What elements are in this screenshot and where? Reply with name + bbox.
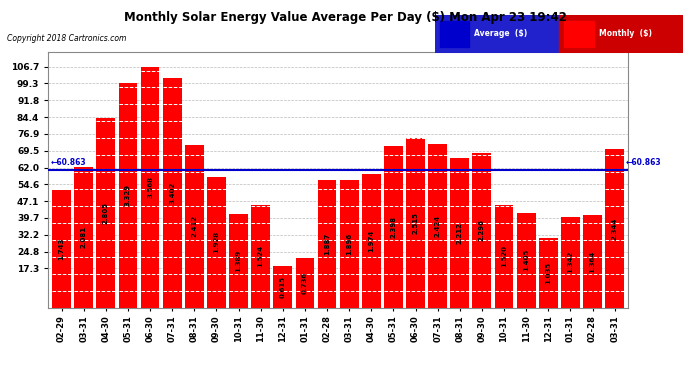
Text: 0.615: 0.615	[279, 276, 286, 298]
Text: Average  ($): Average ($)	[475, 29, 528, 38]
Text: 1.743: 1.743	[59, 237, 65, 260]
Text: 2.412: 2.412	[191, 215, 197, 237]
Text: 1.389: 1.389	[235, 249, 242, 272]
Text: 1.524: 1.524	[257, 245, 264, 267]
Bar	[559, 15, 683, 52]
Text: 2.805: 2.805	[103, 202, 109, 224]
Bar	[97, 118, 115, 308]
Bar	[273, 266, 292, 308]
Text: 1.974: 1.974	[368, 230, 374, 252]
Text: Monthly  ($): Monthly ($)	[599, 29, 651, 38]
Bar	[495, 205, 513, 308]
Bar	[473, 153, 491, 308]
Text: 1.520: 1.520	[501, 245, 507, 267]
Text: 2.212: 2.212	[457, 222, 463, 244]
Bar	[561, 217, 580, 308]
Text: 0.736: 0.736	[302, 272, 308, 294]
Text: 2.424: 2.424	[435, 214, 441, 237]
Bar	[75, 167, 93, 308]
Text: 2.515: 2.515	[413, 211, 419, 234]
Bar	[605, 149, 624, 308]
Text: 1.364: 1.364	[589, 251, 595, 273]
Text: 2.398: 2.398	[391, 216, 397, 238]
Bar	[207, 177, 226, 308]
Bar	[229, 214, 248, 308]
Bar	[141, 67, 159, 308]
Text: Copyright 2018 Cartronics.com: Copyright 2018 Cartronics.com	[7, 34, 126, 43]
Bar	[406, 138, 425, 308]
Text: 1.342: 1.342	[567, 251, 573, 273]
Text: 2.344: 2.344	[611, 217, 618, 240]
Text: 3.329: 3.329	[125, 184, 131, 206]
Text: 3.402: 3.402	[169, 182, 175, 204]
Text: Monthly Solar Energy Value Average Per Day ($) Mon Apr 23 19:42: Monthly Solar Energy Value Average Per D…	[124, 11, 566, 24]
Text: ←60.863: ←60.863	[50, 158, 86, 167]
Bar	[185, 145, 204, 308]
Bar	[163, 78, 181, 308]
Text: 2.081: 2.081	[81, 226, 87, 248]
Bar	[428, 144, 447, 308]
Text: 3.568: 3.568	[147, 176, 153, 198]
Bar	[362, 174, 381, 308]
Bar	[583, 215, 602, 308]
Text: 1.896: 1.896	[346, 232, 352, 255]
Text: 1.887: 1.887	[324, 233, 330, 255]
Bar	[295, 258, 315, 308]
Bar	[539, 238, 558, 308]
Bar	[517, 213, 535, 308]
Bar	[564, 21, 593, 47]
Bar	[440, 21, 469, 47]
Bar	[317, 180, 337, 308]
Bar	[384, 146, 403, 308]
Bar	[339, 180, 359, 308]
Text: 1.035: 1.035	[545, 261, 551, 284]
Text: 1.405: 1.405	[523, 249, 529, 271]
Bar	[52, 190, 71, 308]
Bar	[251, 205, 270, 308]
Text: 1.928: 1.928	[213, 231, 219, 254]
Text: 2.296: 2.296	[479, 219, 485, 241]
Bar	[435, 15, 559, 52]
Bar	[451, 158, 469, 308]
Text: ←60.863: ←60.863	[626, 158, 661, 167]
Bar	[119, 83, 137, 308]
